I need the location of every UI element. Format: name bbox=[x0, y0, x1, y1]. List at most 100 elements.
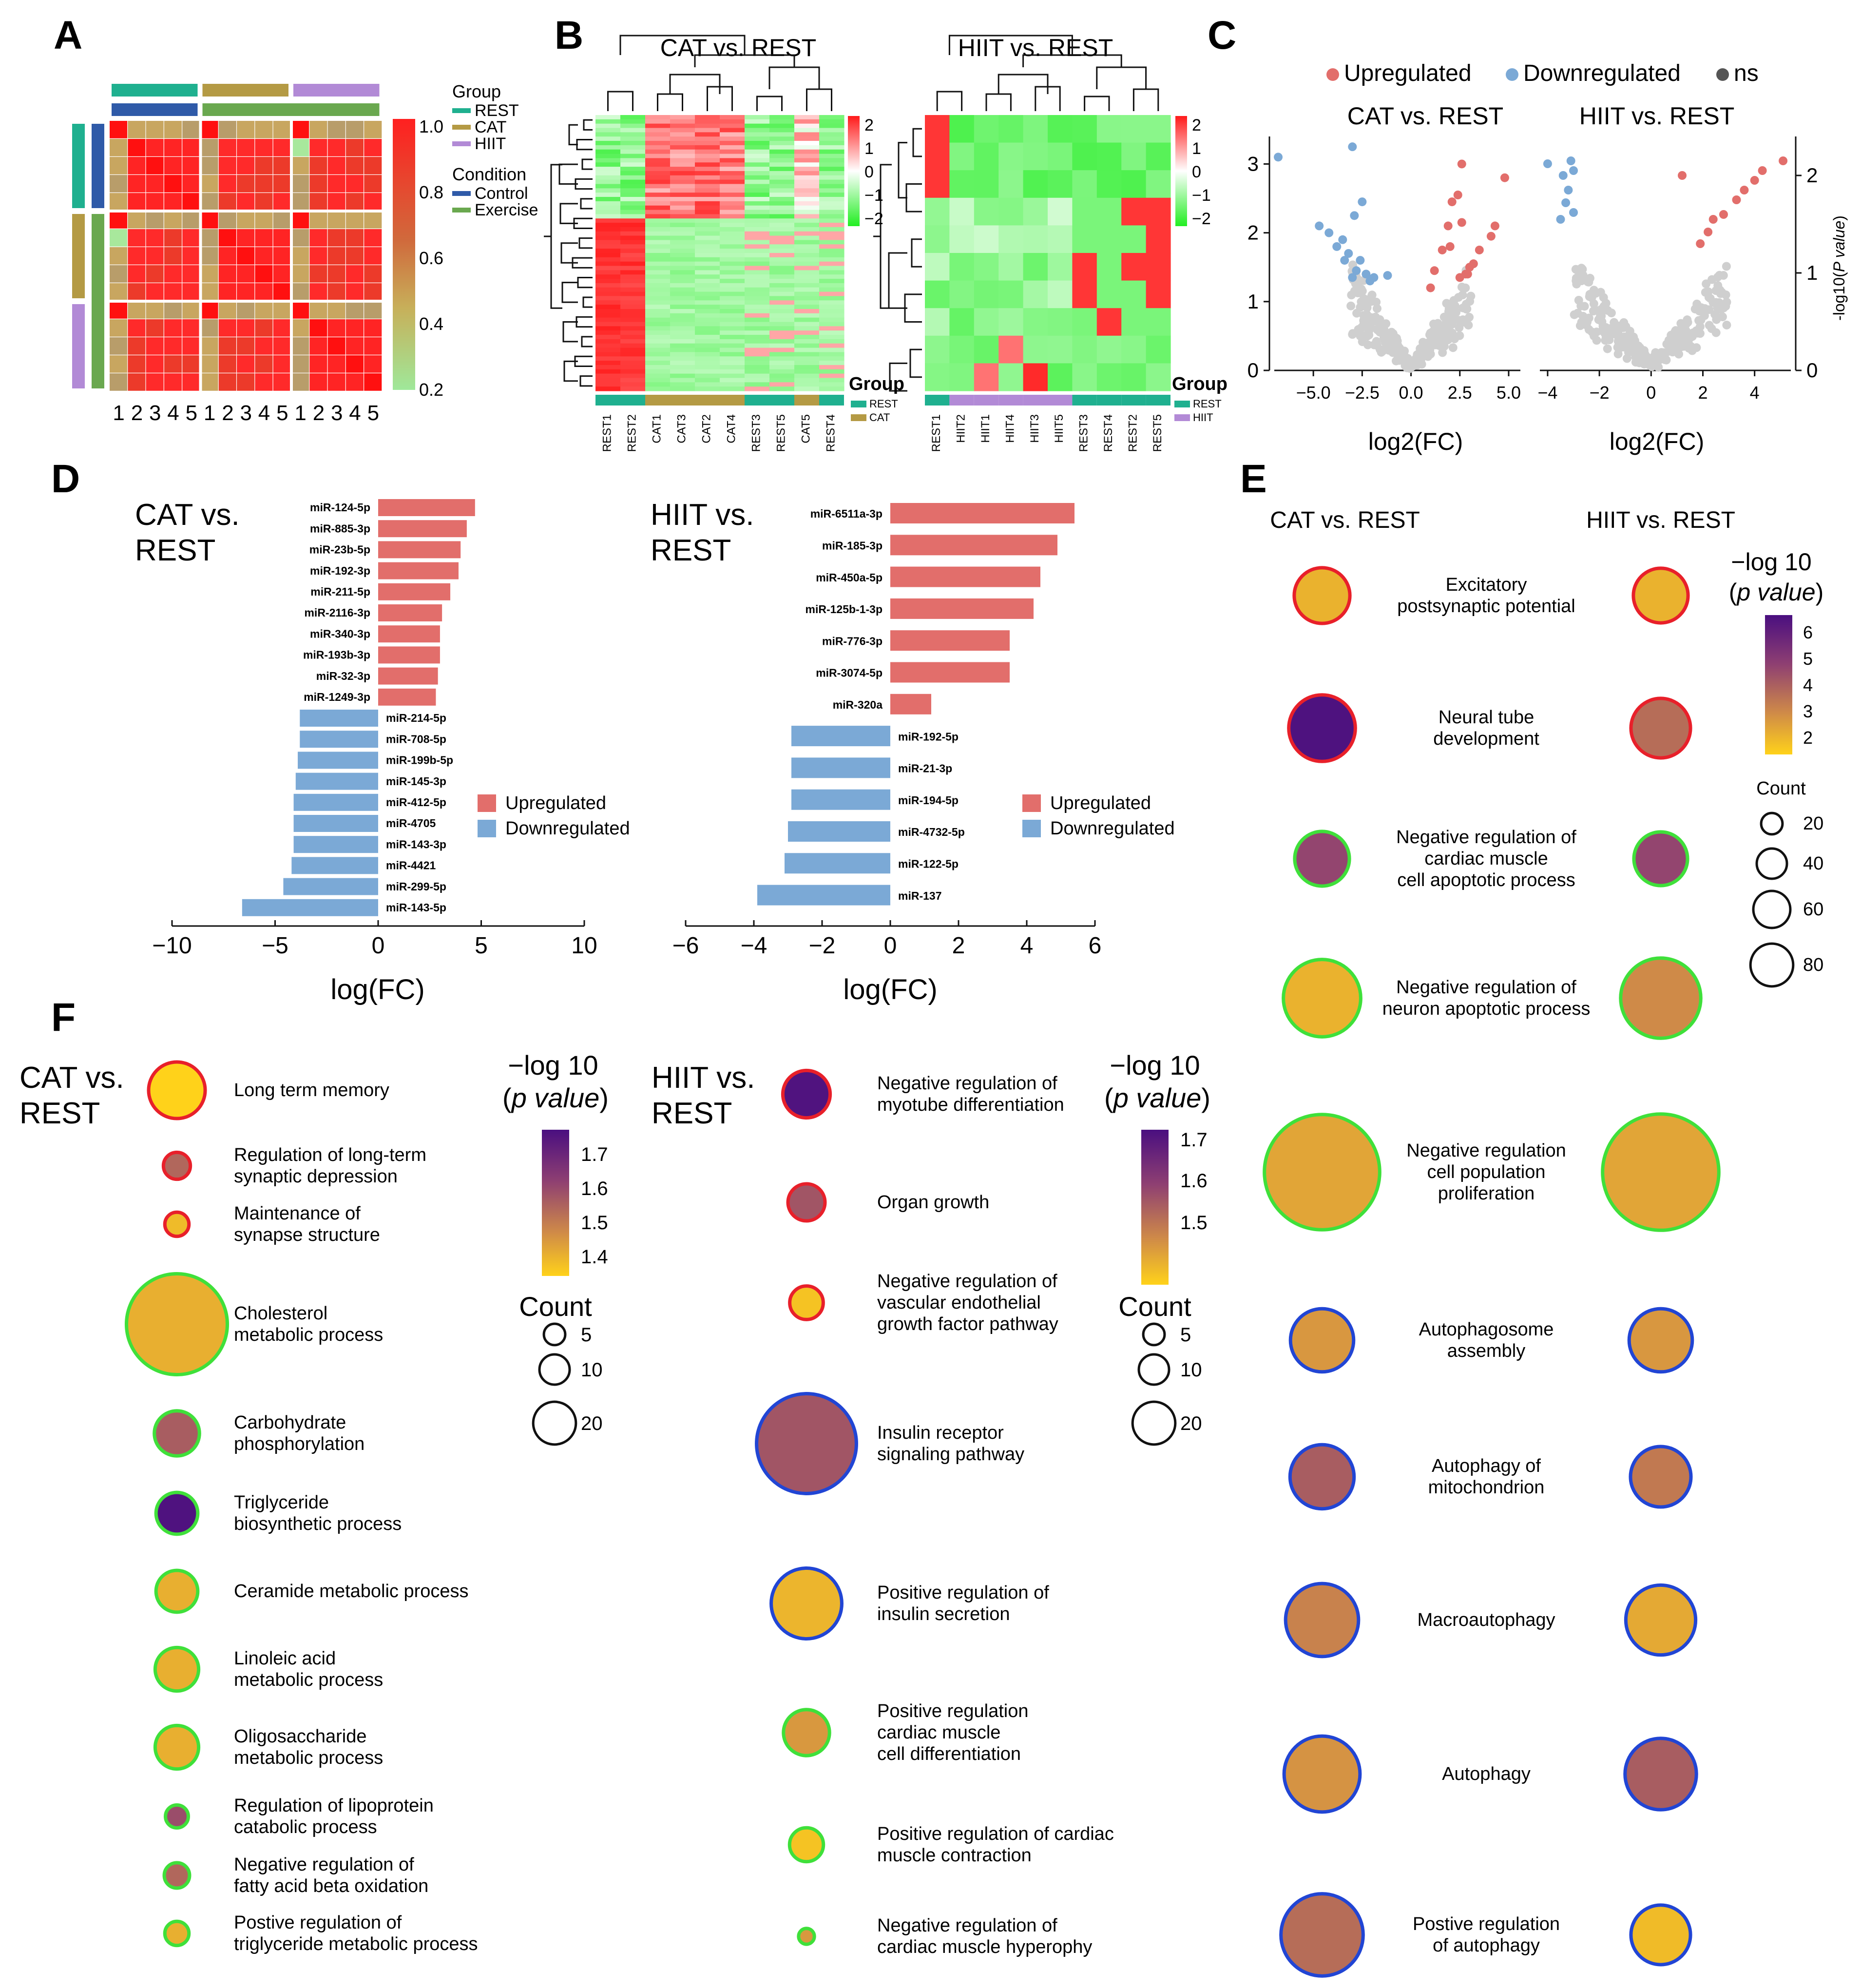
block-separator-v bbox=[290, 121, 293, 391]
heatmap-cell bbox=[620, 158, 646, 163]
legend-dot-up bbox=[1326, 68, 1339, 81]
heatmap-cell bbox=[595, 115, 621, 120]
heatmap-cell bbox=[1121, 197, 1147, 226]
heatmap-cell bbox=[819, 184, 844, 189]
x-tick-label: 3 bbox=[331, 401, 343, 425]
panel-b-right-legend-rest: REST bbox=[1193, 398, 1222, 410]
heatmap-cell bbox=[745, 136, 770, 141]
heatmap-cell bbox=[794, 244, 820, 249]
go-term-bubble-cat bbox=[1287, 693, 1357, 763]
heatmap-cell bbox=[595, 235, 621, 241]
colorbar-tick-label: 2 bbox=[1192, 116, 1201, 135]
sample-label: HIIT5 bbox=[1053, 414, 1066, 443]
heatmap-cell bbox=[291, 193, 309, 211]
heatmap-cell bbox=[794, 365, 820, 370]
heatmap-cell bbox=[128, 211, 146, 229]
heatmap-cell bbox=[720, 193, 745, 197]
heatmap-cell bbox=[218, 211, 236, 229]
heatmap-cell bbox=[769, 227, 795, 232]
heatmap-cell bbox=[769, 179, 795, 185]
heatmap-cell bbox=[146, 211, 164, 229]
heatmap-cell bbox=[925, 280, 950, 309]
heatmap-cell bbox=[110, 373, 128, 391]
heatmap-cell bbox=[237, 283, 255, 301]
heatmap-cell bbox=[345, 373, 364, 391]
heatmap-cell bbox=[819, 283, 844, 288]
heatmap-cell bbox=[595, 373, 621, 379]
heatmap-cell bbox=[819, 322, 844, 327]
up-point bbox=[1438, 245, 1447, 254]
colorbar-tick-label: −2 bbox=[864, 210, 883, 228]
heatmap-cell bbox=[819, 119, 844, 124]
colorbar-tick-label: 1.5 bbox=[1180, 1212, 1208, 1234]
heatmap-cell bbox=[720, 154, 745, 159]
legend-dot-ns bbox=[1716, 68, 1729, 81]
heatmap-cell bbox=[595, 205, 621, 211]
heatmap-cell bbox=[794, 253, 820, 258]
ns-point bbox=[1465, 297, 1475, 306]
heatmap-cell bbox=[745, 154, 770, 159]
heatmap-cell bbox=[949, 280, 975, 309]
heatmap-cell bbox=[819, 291, 844, 297]
heatmap-cell bbox=[695, 361, 720, 366]
panel-d-hiit-xlabel: log(FC) bbox=[843, 974, 937, 1005]
heatmap-cell bbox=[949, 253, 975, 281]
panel-e-size-title: Count bbox=[1756, 778, 1806, 799]
group-strip-cell bbox=[925, 395, 950, 405]
heatmap-cell bbox=[720, 132, 745, 137]
go-term-label: Regulation of long-term bbox=[234, 1145, 426, 1165]
go-term-label: Oligosaccharide bbox=[234, 1726, 366, 1747]
heatmap-cell bbox=[1096, 170, 1122, 198]
heatmap-cell bbox=[794, 123, 820, 129]
heatmap-cell bbox=[1121, 170, 1147, 198]
bar bbox=[890, 566, 1040, 587]
heatmap-cell bbox=[670, 378, 695, 383]
heatmap-cell bbox=[769, 223, 795, 228]
down-point bbox=[1566, 156, 1575, 165]
heatmap-cell bbox=[745, 201, 770, 206]
heatmap-cell bbox=[164, 247, 182, 265]
heatmap-cell bbox=[309, 355, 327, 373]
bar bbox=[378, 562, 459, 579]
heatmap-cell bbox=[620, 339, 646, 344]
heatmap-cell bbox=[645, 244, 671, 249]
sample-label: CAT4 bbox=[725, 414, 738, 444]
heatmap-cell bbox=[237, 157, 255, 174]
down-point bbox=[1350, 211, 1359, 220]
up-point bbox=[1678, 171, 1687, 180]
heatmap-cell bbox=[745, 309, 770, 314]
heatmap-cell bbox=[200, 355, 218, 373]
heatmap-cell bbox=[769, 326, 795, 331]
panel-letter-b: B bbox=[555, 13, 583, 58]
go-term-label: signaling pathway bbox=[877, 1444, 1024, 1465]
ns-point bbox=[1721, 290, 1730, 299]
panel-b-left-legend-title: Group bbox=[849, 374, 904, 394]
up-point bbox=[1475, 245, 1484, 254]
heatmap-cell bbox=[645, 231, 671, 236]
size-legend-circle bbox=[542, 1322, 567, 1347]
heatmap-cell bbox=[769, 175, 795, 180]
heatmap-cell bbox=[819, 352, 844, 357]
heatmap-cell bbox=[345, 229, 364, 247]
ns-point bbox=[1613, 343, 1622, 352]
heatmap-cell bbox=[769, 356, 795, 361]
heatmap-cell bbox=[620, 283, 646, 288]
heatmap-cell bbox=[769, 266, 795, 270]
sample-label: REST5 bbox=[1151, 414, 1164, 452]
heatmap-cell bbox=[1096, 363, 1122, 391]
ns-point bbox=[1354, 288, 1363, 297]
heatmap-cell bbox=[327, 283, 345, 301]
heatmap-cell bbox=[720, 201, 745, 206]
up-point bbox=[1443, 221, 1453, 231]
heatmap-cell bbox=[595, 330, 621, 335]
colorbar-tick-label: 0.2 bbox=[419, 380, 443, 400]
heatmap-cell bbox=[819, 317, 844, 323]
heatmap-cell bbox=[819, 343, 844, 348]
ns-point bbox=[1380, 325, 1389, 334]
heatmap-cell bbox=[794, 210, 820, 215]
panel-d-cat-legend-swatch-up bbox=[478, 794, 496, 812]
x-tick-label: 3 bbox=[240, 401, 252, 425]
panel-letter-e: E bbox=[1240, 457, 1267, 501]
heatmap-cell bbox=[695, 123, 720, 129]
